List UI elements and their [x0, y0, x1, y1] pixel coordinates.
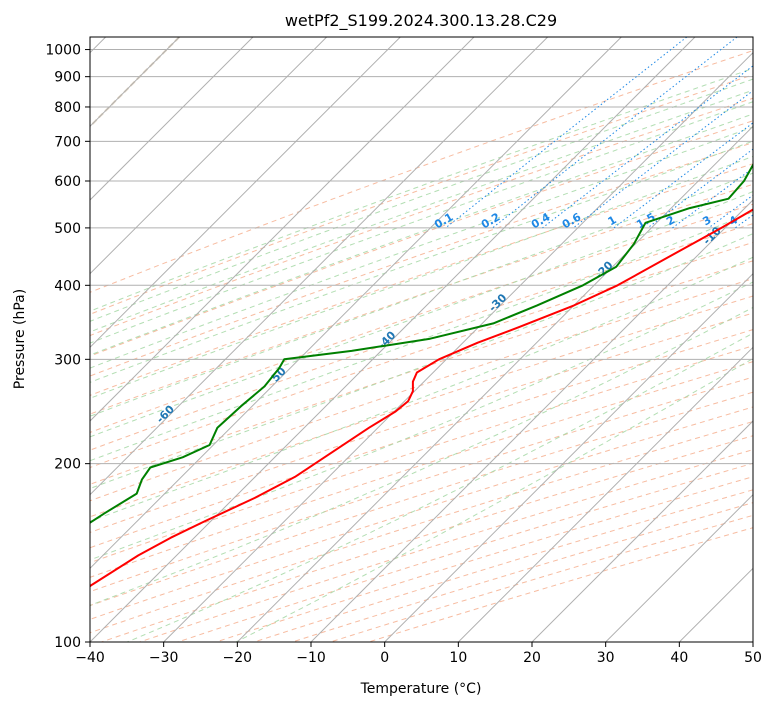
dry-adiabat	[90, 391, 753, 607]
isotherm	[678, 567, 753, 642]
isotherm	[605, 493, 753, 642]
isotherm	[90, 37, 549, 496]
x-tick-label: −20	[223, 650, 253, 666]
y-tick-label: 900	[54, 70, 81, 86]
x-axis-title: Temperature (°C)	[360, 681, 482, 697]
isotherm	[236, 125, 753, 642]
mixing-ratio-line	[492, 37, 738, 229]
plot-frame	[89, 36, 754, 643]
isotherm	[384, 272, 753, 642]
dry-adiabat	[90, 241, 753, 469]
dry-adiabat	[90, 295, 753, 518]
dry-adiabat	[90, 329, 753, 549]
moist-adiabat	[90, 67, 753, 312]
moist-adiabat-label: -60	[154, 402, 177, 425]
moist-adiabat	[90, 113, 753, 356]
mixing-ratio-label: 1	[606, 213, 619, 228]
y-tick-label: 600	[54, 174, 81, 190]
moist-adiabat-label: -70	[33, 449, 56, 472]
dry-adiabat	[330, 514, 753, 642]
isotherm	[457, 346, 753, 642]
y-axis-title: Pressure (hPa)	[12, 289, 28, 389]
x-tick-label: 40	[670, 650, 688, 666]
dry-adiabat	[90, 163, 753, 396]
mixing-ratio-line	[572, 90, 753, 229]
isotherm	[531, 420, 753, 642]
y-tick-label: 100	[54, 635, 81, 651]
x-tick-label: 10	[449, 650, 467, 666]
moist-adiabat-label: -30	[486, 291, 509, 314]
moist-adiabat-label: -40	[375, 328, 398, 351]
x-tick-label: −30	[149, 650, 179, 666]
x-tick-label: 30	[597, 650, 615, 666]
dewpoint-profile-line	[90, 163, 753, 524]
moist-adiabat	[90, 172, 753, 417]
y-tick-label: 1000	[45, 43, 81, 59]
mixing-ratio-label: 6	[766, 213, 775, 228]
y-tick-label: 200	[54, 457, 81, 473]
y-tick-label: 700	[54, 134, 81, 150]
x-tick-label: 20	[523, 650, 541, 666]
moist-adiabat	[90, 101, 753, 344]
dry-adiabat	[90, 203, 753, 433]
dry-adiabat	[90, 97, 753, 337]
isotherm	[90, 37, 401, 349]
mixing-ratio-line	[734, 214, 753, 229]
isotherm	[90, 37, 696, 642]
x-tick-label: −40	[75, 650, 105, 666]
isotherm	[163, 51, 753, 642]
temperature-profile-line	[90, 208, 753, 588]
dry-adiabat	[90, 74, 753, 315]
y-tick-label: 300	[54, 352, 81, 368]
moist-adiabat	[90, 89, 753, 333]
grid-layer	[90, 37, 753, 642]
x-tick-label: 0	[380, 650, 389, 666]
y-tick-label: 400	[54, 278, 81, 294]
mixing-ratio-line	[708, 194, 753, 229]
isotherm	[752, 641, 753, 642]
dry-adiabat	[177, 462, 753, 642]
moist-adiabat	[90, 211, 753, 462]
series-layer	[90, 163, 753, 588]
isotherm	[90, 37, 622, 570]
x-tick-label: 50	[744, 650, 762, 666]
moist-adiabat	[90, 191, 753, 438]
dry-adiabat	[90, 50, 753, 293]
isotherm	[90, 37, 475, 422]
dry-adiabat	[90, 183, 753, 415]
moist-adiabat	[90, 233, 753, 490]
y-tick-label: 500	[54, 221, 81, 237]
y-axis-ticks: 100 200 300 400 500 600 700 800 900 1000	[45, 43, 90, 651]
y-tick-label: 800	[54, 100, 81, 116]
isotherm	[90, 37, 328, 275]
mixing-ratio-line	[672, 167, 753, 229]
dry-adiabat	[90, 345, 753, 564]
x-axis-ticks: −40 −30 −20 −10 0 10 20 30 40 50	[75, 642, 762, 666]
dry-adiabat	[292, 502, 753, 642]
dry-adiabat	[90, 142, 753, 377]
x-tick-label: −10	[296, 650, 326, 666]
moist-adiabat	[235, 357, 753, 642]
dry-adiabat	[90, 376, 753, 593]
chart-title: wetPf2_S199.2024.300.13.28.C29	[285, 11, 557, 31]
moist-adiabat	[90, 140, 753, 383]
isotherm	[310, 199, 753, 642]
dry-adiabat	[101, 435, 753, 642]
mixing-ratio-line	[542, 65, 753, 229]
isotherm	[90, 37, 254, 201]
